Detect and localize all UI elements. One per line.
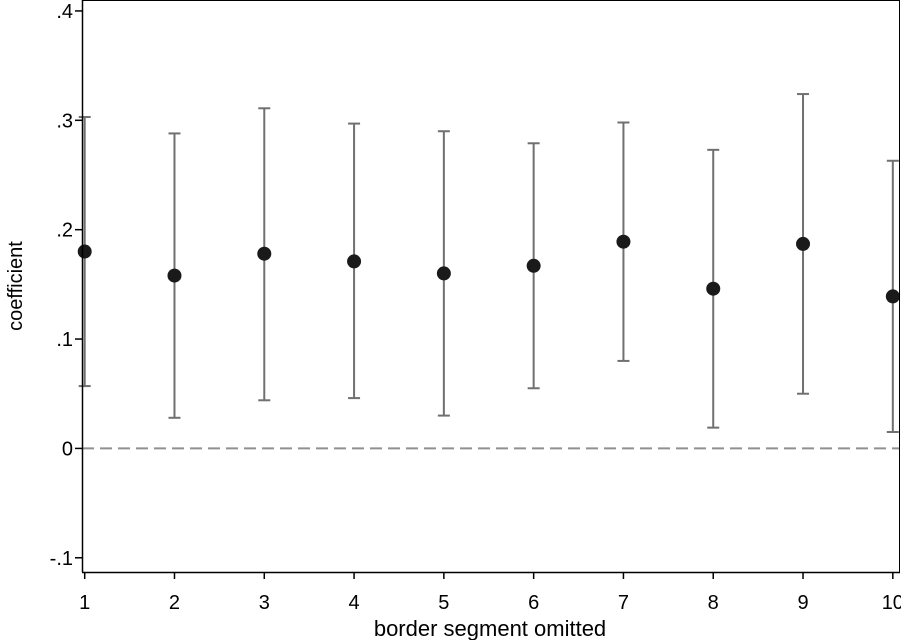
x-tick-label: 5 [438, 592, 449, 614]
point-estimate-4 [347, 254, 362, 269]
point-estimate-8 [706, 281, 721, 296]
x-tick-label: 9 [797, 592, 808, 614]
x-tick-label: 6 [528, 592, 539, 614]
point-estimate-7 [616, 234, 631, 249]
y-tick-label: .3 [56, 110, 73, 132]
point-estimate-9 [796, 236, 811, 251]
y-tick-label: .4 [56, 1, 73, 23]
point-estimate-5 [436, 266, 451, 281]
x-tick-label: 8 [708, 592, 719, 614]
point-estimate-10 [885, 289, 900, 304]
x-tick-label: 3 [259, 592, 270, 614]
y-tick-label: .2 [56, 220, 73, 242]
point-estimate-6 [526, 258, 541, 273]
x-tick-label: 1 [79, 592, 90, 614]
y-tick-label: -.1 [50, 548, 73, 570]
point-estimate-2 [167, 268, 182, 283]
plot-area [82, 0, 900, 572]
y-tick-label: .1 [56, 329, 73, 351]
x-tick-label: 7 [618, 592, 629, 614]
y-axis-title: coefficient [5, 241, 27, 331]
point-estimate-1 [77, 244, 92, 259]
x-tick-label: 4 [349, 592, 360, 614]
x-tick-label: 2 [169, 592, 180, 614]
x-tick-label: 10 [882, 592, 901, 614]
x-axis-title: border segment omitted [374, 616, 606, 640]
point-estimate-3 [257, 246, 272, 261]
y-tick-label: 0 [62, 438, 73, 460]
